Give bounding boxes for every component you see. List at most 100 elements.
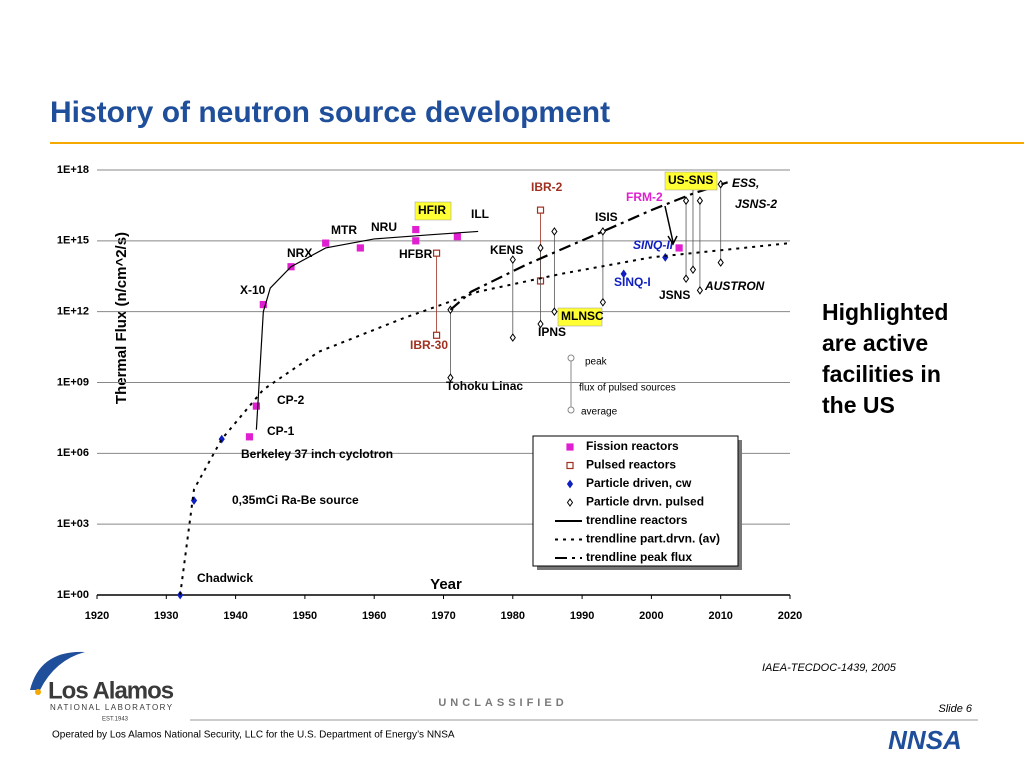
annotation: MLNSC	[561, 309, 604, 323]
legend-label: Fission reactors	[586, 439, 679, 453]
legend-label: Particle drvn. pulsed	[586, 495, 704, 509]
annotation: JSNS-2	[735, 197, 777, 211]
open-diamond-marker	[599, 297, 607, 307]
highlight	[414, 201, 452, 221]
open-diamond-marker	[551, 227, 558, 236]
slide-title: History of neutron source development	[50, 96, 610, 129]
annotation: JSNS	[659, 288, 690, 302]
square-marker	[566, 443, 574, 451]
y-axis-label: Thermal Flux (n/cm^2/s)	[113, 232, 130, 404]
open-square-marker	[536, 206, 545, 214]
legend-label: Pulsed reactors	[586, 458, 676, 472]
trendline	[449, 181, 728, 311]
side-text: Highlighted are active facilities in the US	[822, 299, 948, 418]
annotation: NRU	[371, 220, 397, 234]
arrow	[664, 205, 678, 246]
logo-dot	[35, 689, 41, 695]
square-marker	[412, 225, 420, 234]
x-tick-label: 1980	[501, 610, 525, 622]
logo-est: EST.1943	[102, 717, 129, 723]
open-square-marker	[432, 331, 441, 339]
pulse-average-marker	[567, 406, 575, 414]
y-tick-label: 1E+12	[57, 306, 89, 318]
y-tick-label: 1E+15	[57, 235, 89, 247]
annotation: MTR	[331, 223, 357, 237]
annotation: Chadwick	[197, 571, 253, 585]
annotation: 0,35mCi Ra-Be source	[232, 493, 359, 507]
annotation: HFBR	[399, 247, 433, 261]
annotation: FRM-2	[626, 190, 663, 204]
side-text-line: the US	[822, 392, 895, 418]
pulse-legend-label: average	[581, 407, 618, 418]
classification: UNCLASSIFIED	[438, 697, 567, 709]
x-tick-label: 1970	[431, 610, 455, 622]
open-diamond-marker	[509, 255, 516, 264]
square-marker	[412, 237, 420, 245]
annotation: IPNS	[538, 325, 566, 339]
logo-sub: NATIONAL LABORATORY	[50, 703, 174, 712]
annotation: CP-1	[267, 424, 295, 438]
highlight	[557, 307, 603, 327]
x-tick-label: 1960	[362, 610, 386, 622]
annotation: KENS	[490, 243, 523, 257]
x-axis-label: Year	[430, 576, 462, 593]
open-diamond-marker	[447, 373, 454, 383]
annotation: ISIS	[595, 210, 618, 224]
open-diamond-marker	[566, 498, 574, 507]
side-text-line: Highlighted	[822, 299, 948, 325]
open-diamond-marker	[682, 196, 690, 206]
annotation: IBR-30	[410, 338, 448, 352]
annotation: IBR-2	[531, 180, 563, 194]
x-tick-label: 2010	[708, 610, 732, 622]
logo-name: Los Alamos	[48, 677, 174, 704]
logo-swoosh	[30, 651, 85, 690]
partner-logo: NNSA	[888, 725, 962, 755]
pulse-peak-marker	[567, 354, 575, 362]
x-tick-label: 1990	[570, 610, 594, 622]
x-tick-label: 1920	[85, 610, 109, 622]
open-diamond-marker	[509, 333, 516, 342]
open-square-marker	[566, 461, 574, 470]
annotation: NRX	[287, 246, 312, 260]
y-tick-label: 1E+09	[57, 376, 89, 388]
source: IAEA-TECDOC-1439, 2005	[762, 662, 897, 674]
annotation: SINQ-I	[614, 275, 651, 289]
square-marker	[322, 239, 330, 247]
square-marker	[252, 402, 260, 410]
y-tick-label: 1E+00	[57, 589, 89, 601]
annotation: ILL	[471, 207, 489, 221]
annotation: ESS,	[732, 176, 759, 190]
open-square-marker	[432, 249, 441, 257]
annotation: CP-2	[277, 393, 305, 407]
logo: Los Alamos NATIONAL LABORATORY EST.1943	[30, 651, 175, 723]
x-tick-label: 1940	[223, 610, 247, 622]
annotation: Berkeley 37 inch cyclotron	[241, 447, 393, 461]
open-diamond-marker	[696, 196, 704, 206]
annotation: Tohoku Linac	[446, 379, 523, 393]
slide-number: Slide 6	[938, 703, 973, 715]
x-tick-label: 1930	[154, 610, 178, 622]
side-text-line: facilities in	[822, 361, 941, 387]
x-tick-label: 2000	[639, 610, 663, 622]
annotation: HFIR	[418, 203, 446, 217]
trendline	[255, 230, 479, 430]
y-tick-label: 1E+06	[57, 447, 89, 459]
open-diamond-marker	[537, 319, 544, 329]
open-diamond-marker	[537, 243, 544, 253]
chart: Thermal Flux (n/cm^2/s) Year 1E+00 1E+03 1…	[57, 160, 802, 622]
legend-label: trendline part.drvn. (av)	[586, 532, 720, 546]
legend-label: trendline reactors	[586, 513, 688, 527]
highlight	[664, 171, 718, 191]
open-diamond-marker	[682, 274, 690, 284]
open-diamond-marker	[599, 227, 607, 236]
open-diamond-marker	[717, 258, 724, 267]
open-diamond-marker	[551, 307, 558, 317]
open-diamond-marker	[689, 265, 697, 275]
footer: Operated by Los Alamos National Security…	[52, 730, 455, 741]
square-marker	[675, 244, 683, 252]
diamond-marker	[620, 269, 627, 279]
annotation: US-SNS	[668, 173, 713, 187]
legend-label: Particle driven, cw	[586, 476, 692, 490]
